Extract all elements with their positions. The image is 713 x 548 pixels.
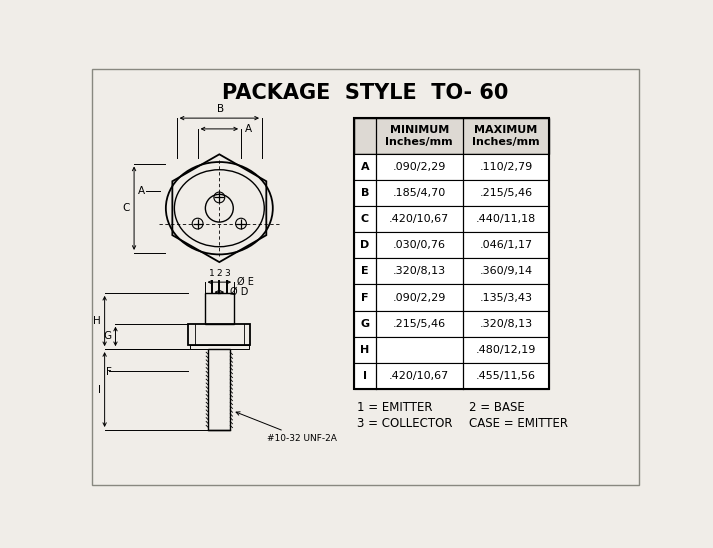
Text: 3 = COLLECTOR: 3 = COLLECTOR [357,417,453,430]
Text: F: F [106,367,111,377]
Text: .110/2,79: .110/2,79 [479,162,533,172]
Text: A: A [245,124,252,134]
Bar [354,232,550,258]
Bar [354,153,550,180]
Text: C: C [123,203,130,213]
Text: 3: 3 [224,269,230,278]
Bar [354,258,550,284]
Text: H: H [93,316,101,326]
Text: .090/2,29: .090/2,29 [393,293,446,302]
Bar [188,324,250,345]
Text: .185/4,70: .185/4,70 [393,188,446,198]
Text: .320/8,13: .320/8,13 [393,266,446,276]
Text: 1: 1 [209,269,215,278]
Text: .135/3,43: .135/3,43 [480,293,533,302]
Text: .480/12,19: .480/12,19 [476,345,536,355]
Text: F: F [361,293,369,302]
Text: .360/9,14: .360/9,14 [480,266,533,276]
Text: A: A [138,186,145,196]
Bar [354,311,550,337]
Text: PACKAGE  STYLE  TO- 60: PACKAGE STYLE TO- 60 [222,83,508,102]
Bar [208,349,230,430]
Text: CASE = EMITTER: CASE = EMITTER [469,417,568,430]
Bar [354,118,550,153]
Bar [354,284,550,311]
Text: .215/5,46: .215/5,46 [393,319,446,329]
Bar [354,363,550,389]
Bar [354,206,550,232]
Text: H: H [360,345,369,355]
Bar [190,345,249,349]
Bar [354,180,550,206]
Text: A: A [361,162,369,172]
Text: #10-32 UNF-2A: #10-32 UNF-2A [236,412,337,443]
Text: MAXIMUM
Inches/mm: MAXIMUM Inches/mm [472,124,540,147]
Text: D: D [360,240,369,250]
Text: .320/8,13: .320/8,13 [480,319,533,329]
Text: I: I [363,371,367,381]
Bar [354,337,550,363]
Text: B: B [361,188,369,198]
Bar [354,118,550,389]
Text: I: I [98,385,101,395]
Text: Ø E: Ø E [237,277,254,287]
Text: .420/10,67: .420/10,67 [389,214,449,224]
Text: E: E [361,266,369,276]
Text: Ø D: Ø D [230,287,249,297]
Text: 2: 2 [217,269,222,278]
Text: G: G [361,319,369,329]
Text: G: G [103,332,112,341]
Bar [205,293,234,324]
Text: .420/10,67: .420/10,67 [389,371,449,381]
Text: .440/11,18: .440/11,18 [476,214,536,224]
Text: .046/1,17: .046/1,17 [480,240,533,250]
Text: 2 = BASE: 2 = BASE [469,402,525,414]
Text: MINIMUM
Inches/mm: MINIMUM Inches/mm [386,124,453,147]
Text: C: C [361,214,369,224]
Text: 1 = EMITTER: 1 = EMITTER [357,402,433,414]
Text: .455/11,56: .455/11,56 [476,371,536,381]
Text: .030/0,76: .030/0,76 [393,240,446,250]
Text: .215/5,46: .215/5,46 [480,188,533,198]
Text: .090/2,29: .090/2,29 [393,162,446,172]
Text: B: B [217,104,225,115]
